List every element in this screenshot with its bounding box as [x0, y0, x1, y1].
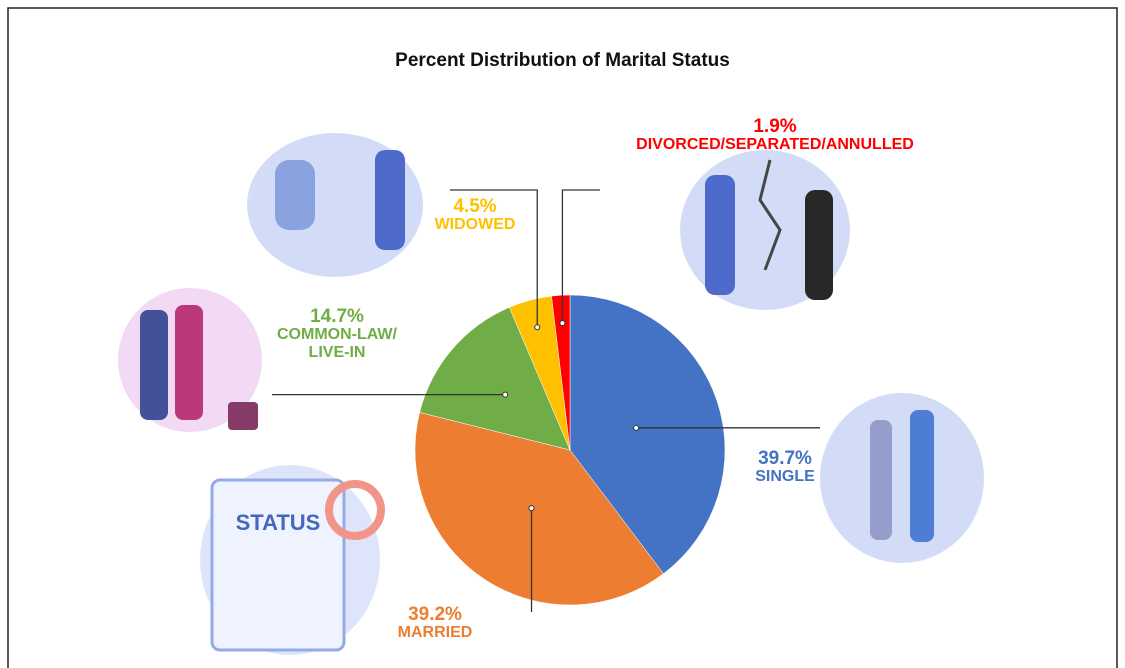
leader-line: [450, 189, 538, 328]
leader-dot: [534, 324, 541, 331]
leader-line: [561, 189, 600, 324]
pie-slice: [414, 412, 664, 606]
svg-text:STATUS: STATUS: [236, 510, 321, 535]
category-label: WIDOWED: [434, 216, 516, 233]
leader-dot: [633, 424, 640, 431]
slice-label: 1.9% DIVORCED/SEPARATED/ANNULLED: [595, 116, 955, 154]
category-label: DIVORCED/SEPARATED/ANNULLED: [636, 136, 914, 153]
category-label: SINGLE: [755, 468, 815, 485]
value-label: 4.5%: [453, 196, 497, 217]
value-label: 14.7%: [310, 306, 364, 327]
leader-dot: [502, 391, 509, 398]
value-label: 1.9%: [753, 116, 797, 137]
slice-label: 14.7% COMMON-LAW/ LIVE-IN: [262, 306, 412, 362]
category-label: COMMON-LAW/ LIVE-IN: [277, 326, 397, 361]
illustrations: STATUS: [118, 133, 984, 655]
value-label: 39.7%: [758, 448, 812, 469]
chart-title: Percent Distribution of Marital Status: [395, 50, 730, 71]
value-label: 39.2%: [408, 604, 462, 625]
pie-slice: [419, 307, 571, 451]
leader-dot: [559, 320, 566, 327]
slice-label: 39.2% MARRIED: [380, 604, 490, 642]
leader-dot: [528, 505, 535, 512]
slice-label: 4.5% WIDOWED: [415, 196, 535, 234]
pie-slice: [569, 294, 726, 575]
category-label: MARRIED: [397, 624, 473, 641]
slice-label: 39.7% SINGLE: [730, 448, 840, 486]
frame: [7, 7, 1118, 668]
pie-slice: [551, 294, 571, 451]
